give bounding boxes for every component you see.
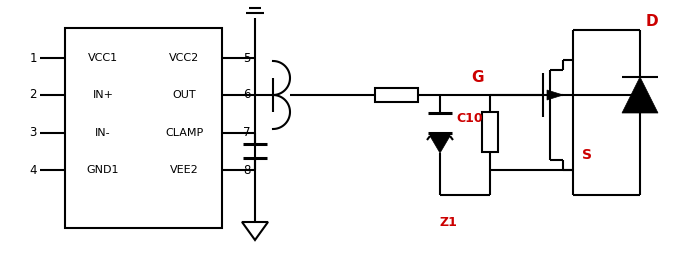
Text: GND1: GND1 — [86, 165, 119, 175]
Text: D: D — [645, 14, 658, 29]
Text: Z1: Z1 — [439, 215, 457, 229]
Text: G: G — [472, 70, 484, 85]
Text: 2: 2 — [29, 88, 37, 101]
Text: 8: 8 — [243, 163, 251, 176]
Bar — [65, 28, 222, 228]
Bar — [482, 112, 498, 152]
Text: 5: 5 — [243, 52, 251, 65]
Text: 6: 6 — [243, 88, 251, 101]
Text: 7: 7 — [243, 127, 251, 139]
Text: IN+: IN+ — [93, 90, 114, 100]
Text: VCC1: VCC1 — [88, 53, 118, 63]
Text: IN-: IN- — [95, 128, 111, 138]
Text: CLAMP: CLAMP — [165, 128, 203, 138]
Text: 4: 4 — [29, 163, 37, 176]
Polygon shape — [547, 90, 563, 100]
Bar — [375, 88, 418, 102]
Text: 3: 3 — [29, 127, 37, 139]
Text: S: S — [582, 148, 592, 162]
Text: VCC2: VCC2 — [169, 53, 199, 63]
Text: C10: C10 — [457, 112, 483, 124]
Polygon shape — [622, 77, 658, 113]
Text: 1: 1 — [29, 52, 37, 65]
Text: VEE2: VEE2 — [169, 165, 199, 175]
Polygon shape — [430, 136, 450, 153]
Text: OUT: OUT — [172, 90, 196, 100]
Polygon shape — [242, 222, 268, 240]
